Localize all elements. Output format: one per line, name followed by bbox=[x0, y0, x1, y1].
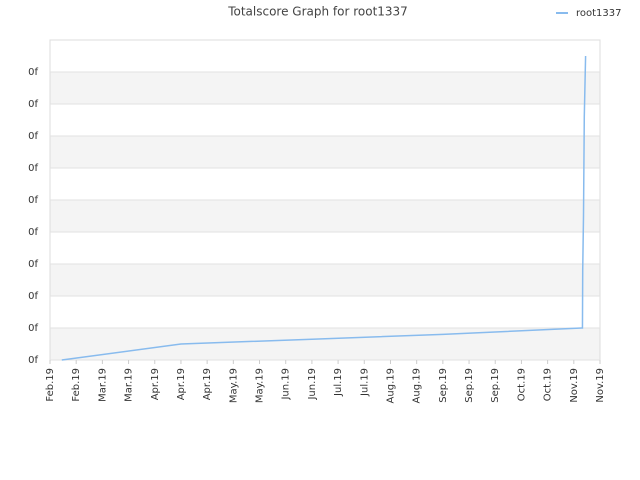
x-tick-label: Oct.19 bbox=[516, 368, 527, 401]
x-tick-label: Sep.19 bbox=[490, 368, 501, 403]
x-tick-label: Jun.19 bbox=[281, 368, 292, 401]
plot-band bbox=[50, 168, 600, 200]
x-tick-label: Sep.19 bbox=[464, 368, 475, 403]
y-tick-label: 0f bbox=[28, 131, 38, 142]
x-tick-label: Mar.19 bbox=[124, 368, 135, 402]
plot-band bbox=[50, 136, 600, 168]
y-tick-label: 0f bbox=[28, 323, 38, 334]
x-tick-label: Jul.19 bbox=[333, 368, 344, 397]
x-tick-label: Jul.19 bbox=[359, 368, 370, 397]
x-tick-label: Apr.19 bbox=[202, 368, 213, 400]
x-tick-label: May.19 bbox=[255, 368, 266, 403]
plot-band bbox=[50, 232, 600, 264]
y-tick-label: 0f bbox=[28, 99, 38, 110]
x-tick-label: Apr.19 bbox=[150, 368, 161, 400]
y-tick-label: 0f bbox=[28, 195, 38, 206]
x-tick-label: Feb.19 bbox=[71, 368, 82, 402]
x-tick-label: Aug.19 bbox=[412, 368, 423, 403]
x-tick-label: Nov.19 bbox=[595, 368, 606, 403]
x-tick-label: Nov.19 bbox=[569, 368, 580, 403]
plot-band bbox=[50, 264, 600, 296]
x-tick-label: May.19 bbox=[228, 368, 239, 403]
plot-band bbox=[50, 296, 600, 328]
y-tick-label: 0f bbox=[28, 67, 38, 78]
x-tick-label: Aug.19 bbox=[385, 368, 396, 403]
y-tick-label: 0f bbox=[28, 227, 38, 238]
y-tick-label: 0f bbox=[28, 259, 38, 270]
plot-band bbox=[50, 200, 600, 232]
plot-band bbox=[50, 72, 600, 104]
x-tick-label: Jun.19 bbox=[307, 368, 318, 401]
plot-band bbox=[50, 104, 600, 136]
chart-title: Totalscore Graph for root1337 bbox=[227, 5, 408, 19]
legend-label: root1337 bbox=[576, 8, 622, 19]
x-tick-label: Apr.19 bbox=[176, 368, 187, 400]
x-tick-label: Feb.19 bbox=[45, 368, 56, 402]
y-tick-label: 0f bbox=[28, 291, 38, 302]
data-line bbox=[61, 55, 587, 361]
y-tick-label: 0f bbox=[28, 355, 38, 366]
x-tick-label: Mar.19 bbox=[97, 368, 108, 402]
x-tick-label: Oct.19 bbox=[543, 368, 554, 401]
plot-band bbox=[50, 328, 600, 360]
x-tick-label: Sep.19 bbox=[438, 368, 449, 403]
y-tick-label: 0f bbox=[28, 163, 38, 174]
plot-band bbox=[50, 40, 600, 72]
